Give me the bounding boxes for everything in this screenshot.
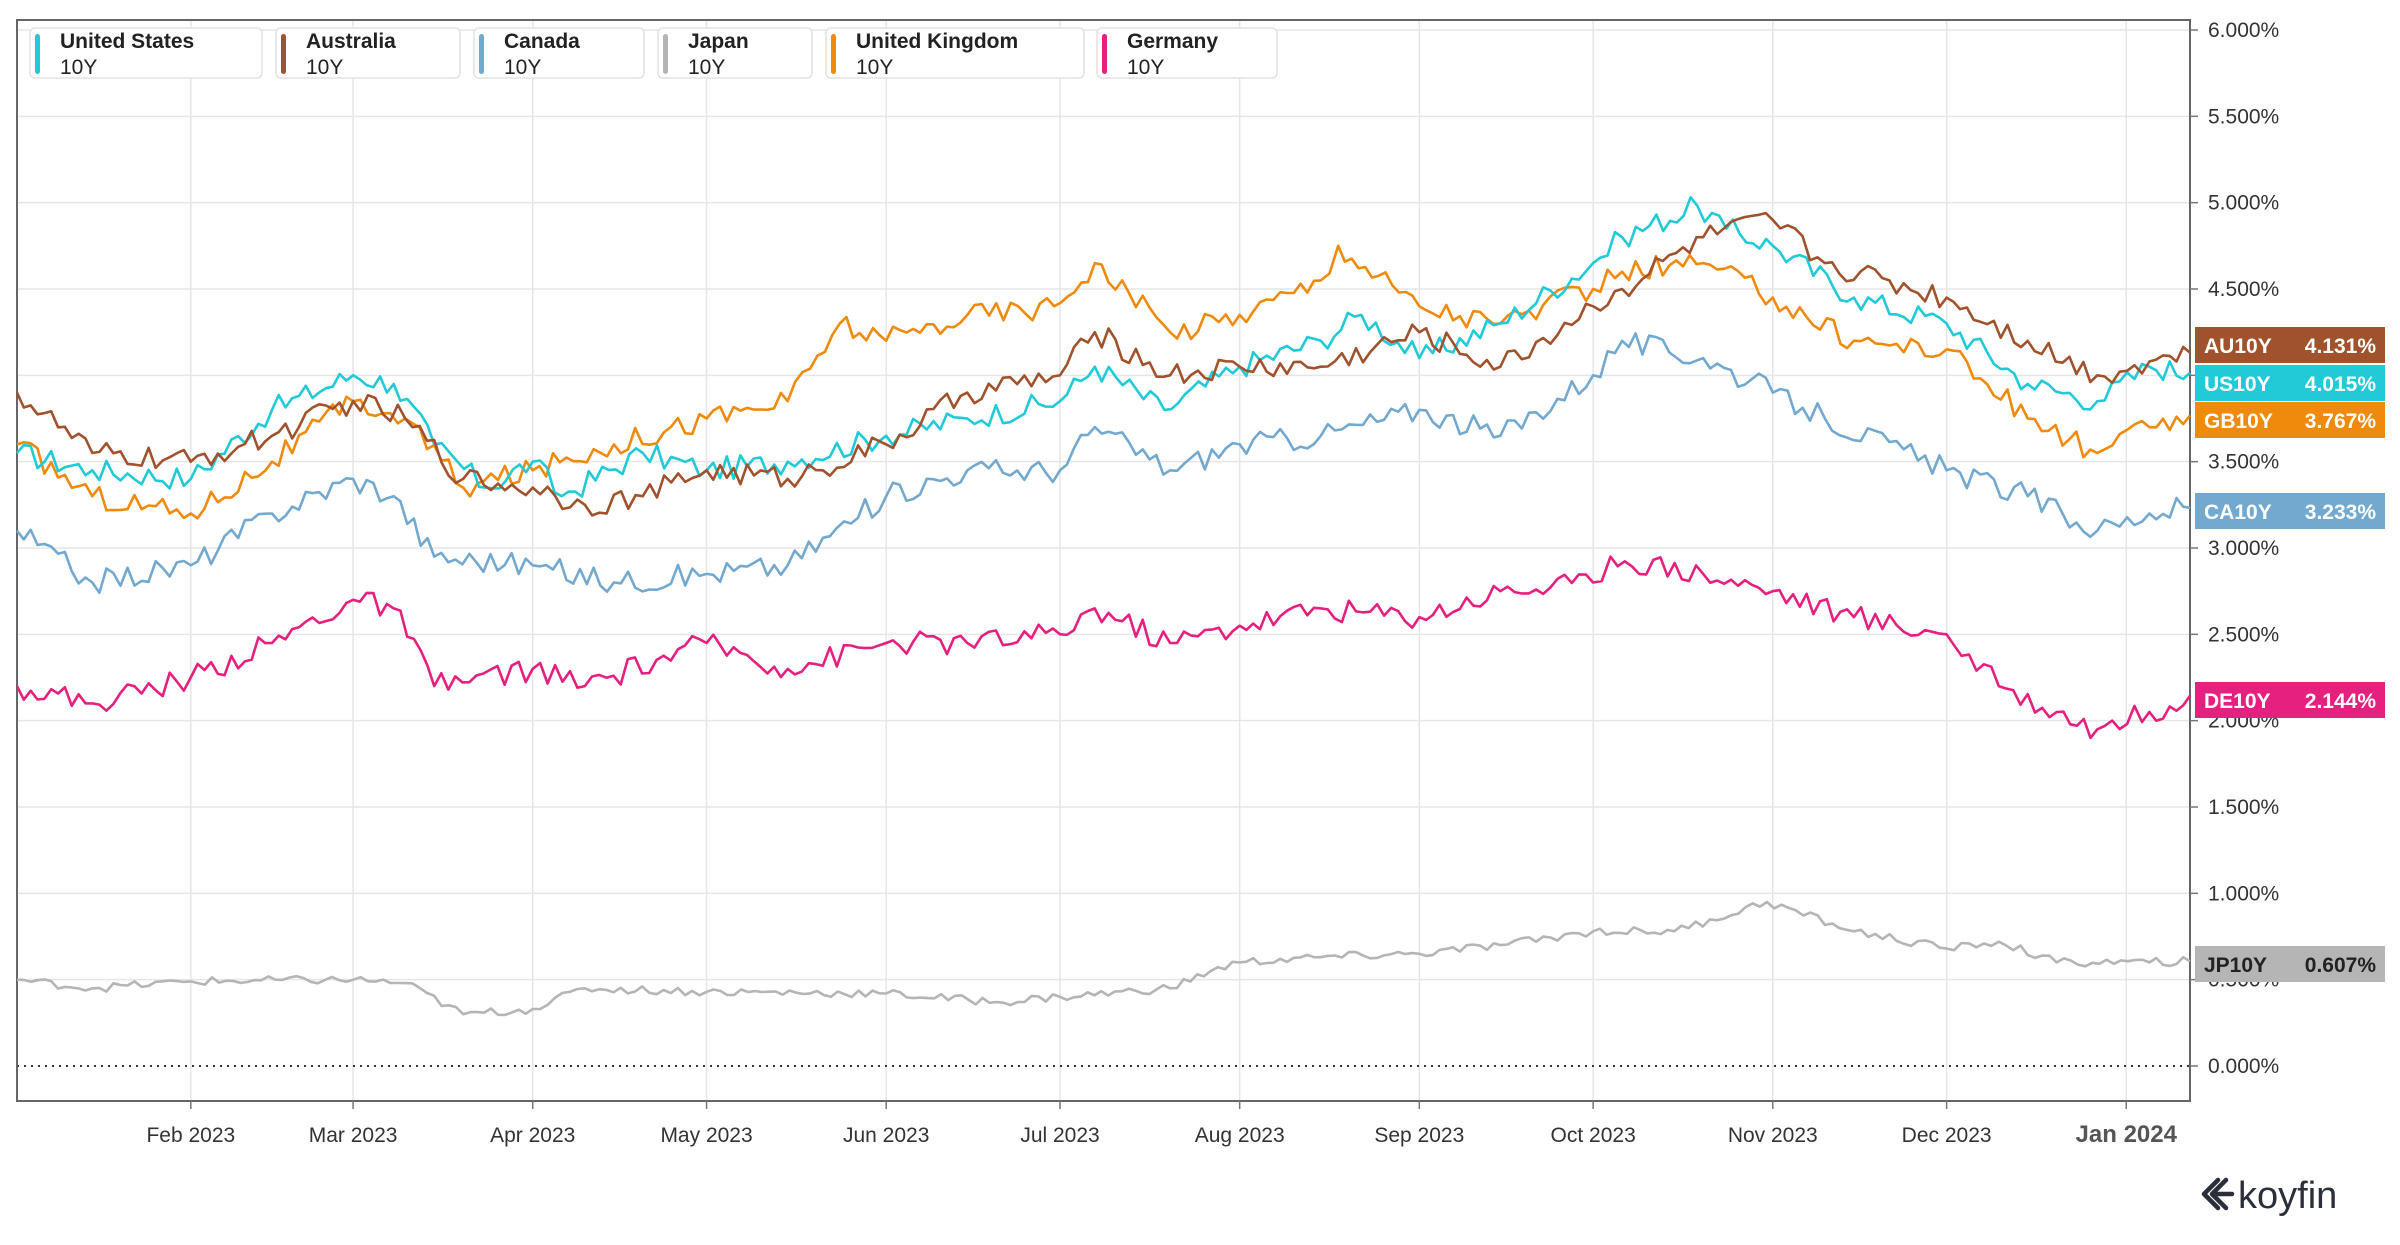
y-axis: 0.000%0.500%1.000%1.500%2.000%2.500%3.00…	[2190, 19, 2279, 1078]
last-value-tag-jp10y: JP10Y 0.607%	[2195, 946, 2385, 982]
legend-item-au10y[interactable]: Australia 10Y	[275, 27, 461, 79]
last-value-tags: US10Y 4.015% AU10Y 4.131% CA10Y 3.233% JP10Y 0.…	[2195, 327, 2385, 982]
x-axis: Feb 2023 Mar 2023 Apr 2023 May 2023 Jun 2023…	[146, 1101, 2178, 1148]
legend-box	[657, 27, 813, 79]
legend-sublabel: 10Y	[60, 56, 97, 79]
plot-frame	[16, 19, 2191, 1102]
legend-swatch	[831, 34, 836, 74]
legend-sublabel: 10Y	[856, 56, 893, 79]
x-tick-label: Mar 2023	[309, 1124, 398, 1147]
tag-symbol: US10Y	[2204, 373, 2271, 396]
legend-label: Australia	[306, 30, 396, 53]
legend-label: United States	[60, 30, 194, 53]
legend-swatch	[35, 34, 40, 74]
tag-symbol: JP10Y	[2204, 954, 2267, 977]
y-tick-label: 0.000%	[2208, 1055, 2279, 1078]
legend-label: Germany	[1127, 30, 1218, 53]
x-tick-label: Aug 2023	[1195, 1124, 1285, 1147]
x-tick-label: May 2023	[660, 1124, 752, 1147]
x-tick-label: Nov 2023	[1728, 1124, 1818, 1147]
x-tick-label: Jun 2023	[843, 1124, 929, 1147]
tag-background	[2195, 946, 2385, 982]
tag-symbol: DE10Y	[2204, 690, 2271, 713]
y-tick-label: 5.500%	[2208, 105, 2279, 128]
tag-value: 2.144%	[2305, 690, 2377, 713]
tag-value: 4.015%	[2305, 373, 2377, 396]
legend-label: United Kingdom	[856, 30, 1018, 53]
y-tick-label: 1.500%	[2208, 796, 2279, 819]
tag-symbol: CA10Y	[2204, 501, 2272, 524]
y-tick-label: 3.000%	[2208, 537, 2279, 560]
y-tick-label: 5.000%	[2208, 192, 2279, 215]
legend-swatch	[663, 34, 668, 74]
series-line-ca10y	[15, 332, 2191, 595]
tag-value: 3.767%	[2305, 410, 2377, 433]
y-tick-label: 3.500%	[2208, 451, 2279, 474]
series-line-au10y	[15, 211, 2191, 517]
legend-item-ca10y[interactable]: Canada 10Y	[473, 27, 645, 79]
y-tick-label: 4.500%	[2208, 278, 2279, 301]
series-line-jp10y	[16, 900, 2191, 1017]
x-tick-label: Jul 2023	[1020, 1124, 1099, 1147]
last-value-tag-gb10y: GB10Y 3.767%	[2195, 402, 2385, 438]
legend-sublabel: 10Y	[504, 56, 541, 79]
series-line-us10y	[16, 196, 2191, 498]
legend-item-de10y[interactable]: Germany 10Y	[1096, 27, 1278, 79]
y-tick-label: 1.000%	[2208, 882, 2279, 905]
koyfin-logo: koyfin	[2201, 1175, 2337, 1217]
legend-label: Japan	[688, 30, 749, 53]
x-tick-label: Jan 2024	[2076, 1121, 2178, 1148]
last-value-tag-de10y: DE10Y 2.144%	[2195, 682, 2385, 718]
legend-swatch	[281, 34, 286, 74]
legend-box	[825, 27, 1085, 79]
legend-sublabel: 10Y	[1127, 56, 1164, 79]
series-line-gb10y	[16, 244, 2192, 520]
tag-symbol: GB10Y	[2204, 410, 2273, 433]
legend-box	[473, 27, 645, 79]
legend-item-us10y[interactable]: United States 10Y	[29, 27, 263, 79]
x-tick-label: Dec 2023	[1902, 1124, 1992, 1147]
x-tick-label: Sep 2023	[1374, 1124, 1464, 1147]
tag-background	[2195, 402, 2385, 438]
series-layer	[15, 196, 2192, 1017]
legend-box	[29, 27, 263, 79]
grid-layer	[17, 20, 2190, 1101]
last-value-tag-ca10y: CA10Y 3.233%	[2195, 493, 2385, 529]
tag-value: 0.607%	[2305, 954, 2377, 977]
tag-value: 3.233%	[2305, 501, 2377, 524]
legend: United States10YAustralia10YCanada10YJap…	[29, 27, 1278, 79]
tag-background	[2195, 365, 2385, 401]
series-line-de10y	[15, 555, 2192, 740]
legend-label: Canada	[504, 30, 580, 53]
y-tick-label: 2.500%	[2208, 623, 2279, 646]
y-tick-label: 6.000%	[2208, 19, 2279, 42]
legend-box	[275, 27, 461, 79]
legend-sublabel: 10Y	[688, 56, 725, 79]
last-value-tag-au10y: AU10Y 4.131%	[2195, 327, 2385, 363]
tag-background	[2195, 682, 2385, 718]
legend-swatch	[1102, 34, 1107, 74]
koyfin-logo-icon	[2201, 1177, 2235, 1211]
legend-sublabel: 10Y	[306, 56, 343, 79]
legend-item-gb10y[interactable]: United Kingdom 10Y	[825, 27, 1085, 79]
x-tick-label: Feb 2023	[146, 1124, 235, 1147]
legend-swatch	[479, 34, 484, 74]
tag-background	[2195, 327, 2385, 363]
tag-value: 4.131%	[2305, 335, 2377, 358]
tag-background	[2195, 493, 2385, 529]
x-tick-label: Apr 2023	[490, 1124, 575, 1147]
legend-box	[1096, 27, 1278, 79]
legend-item-jp10y[interactable]: Japan 10Y	[657, 27, 813, 79]
koyfin-logo-text: koyfin	[2238, 1175, 2337, 1217]
last-value-tag-us10y: US10Y 4.015%	[2195, 365, 2385, 401]
tag-symbol: AU10Y	[2204, 335, 2272, 358]
x-tick-label: Oct 2023	[1551, 1124, 1636, 1147]
